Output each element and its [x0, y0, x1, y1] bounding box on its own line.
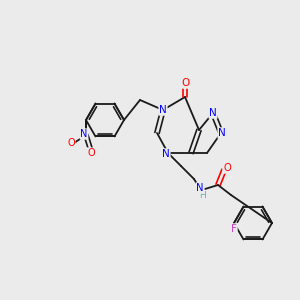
- Text: O: O: [181, 78, 189, 88]
- Text: O: O: [223, 163, 231, 173]
- Text: O: O: [87, 148, 95, 158]
- Text: F: F: [231, 224, 237, 234]
- Text: N: N: [80, 129, 88, 139]
- Text: O: O: [67, 138, 75, 148]
- Text: N: N: [159, 105, 167, 115]
- Text: N: N: [196, 183, 204, 193]
- Text: N: N: [218, 128, 226, 138]
- Text: N: N: [162, 149, 170, 159]
- Text: H: H: [199, 191, 206, 200]
- Text: N: N: [209, 108, 217, 118]
